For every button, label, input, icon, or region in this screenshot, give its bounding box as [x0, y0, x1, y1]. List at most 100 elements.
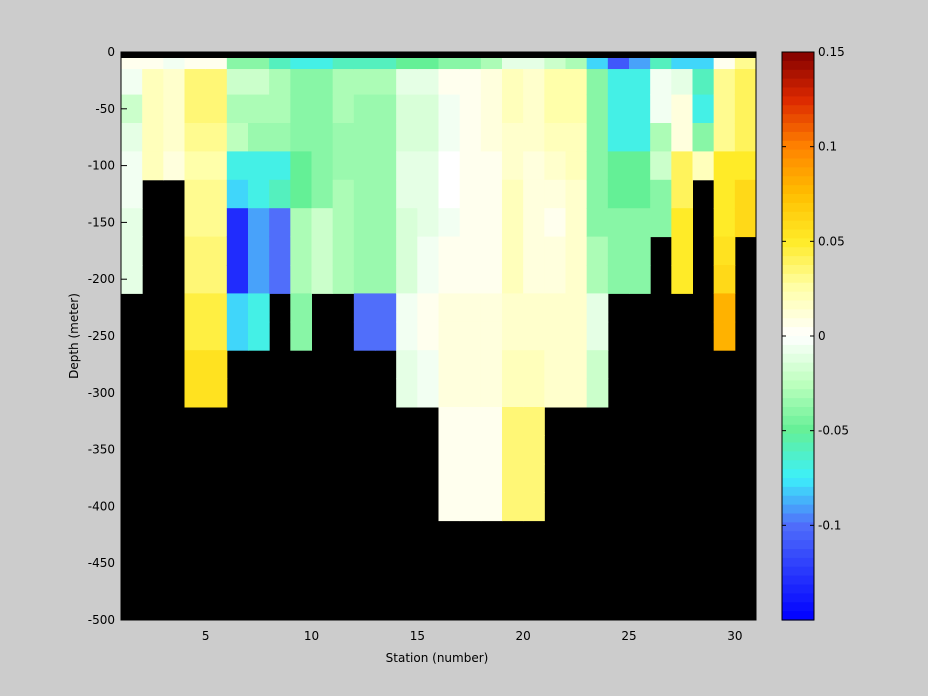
heatmap-cell [163, 69, 185, 96]
x-tick-label: 25 [621, 629, 636, 643]
colorbar-swatch [782, 380, 814, 390]
colorbar-tick-label: -0.1 [818, 518, 841, 532]
heatmap-cell [184, 321, 207, 351]
colorbar-swatch [782, 123, 814, 133]
colorbar-swatch [782, 327, 814, 337]
colorbar-swatch [782, 611, 814, 621]
heatmap-cell [290, 151, 312, 181]
heatmap-cell [713, 123, 736, 152]
heatmap-cell [438, 69, 461, 96]
heatmap-cell [375, 321, 397, 351]
colorbar-swatch [782, 273, 814, 284]
heatmap-cell [332, 179, 355, 209]
heatmap-cell [311, 179, 334, 209]
heatmap-cell [311, 236, 334, 266]
heatmap-cell [692, 123, 715, 152]
heatmap-cell [396, 208, 418, 238]
heatmap-cell [650, 123, 672, 152]
heatmap-cell [629, 69, 651, 96]
heatmap-cell [269, 265, 291, 294]
heatmap-cell [502, 293, 524, 323]
heatmap-cell [565, 265, 588, 294]
colorbar-swatch [782, 575, 814, 586]
heatmap-cell [544, 94, 566, 124]
colorbar-swatch [782, 442, 814, 452]
heatmap-cell [205, 208, 228, 238]
heatmap-cell [184, 293, 207, 323]
heatmap-cell [438, 123, 461, 152]
heatmap-cell [544, 208, 566, 238]
colorbar-swatch [782, 398, 814, 408]
heatmap-cell [121, 208, 143, 238]
heatmap-cell [226, 94, 249, 124]
colorbar-swatch [782, 460, 814, 470]
heatmap-cell [523, 69, 545, 96]
colorbar-swatch [782, 309, 814, 319]
heatmap-cell [248, 69, 270, 96]
heatmap-cell [502, 435, 524, 465]
heatmap-cell [459, 378, 482, 408]
heatmap-cell [290, 208, 312, 238]
heatmap-cell [375, 179, 397, 209]
heatmap-cell [502, 151, 524, 181]
heatmap-cell [459, 94, 482, 124]
heatmap-cell [121, 236, 143, 266]
heatmap-cell [544, 321, 566, 351]
colorbar-swatch [782, 344, 814, 355]
heatmap-cell [226, 265, 249, 294]
heatmap-cell [565, 236, 588, 266]
colorbar-swatch [782, 353, 814, 364]
x-tick-label: 15 [410, 629, 425, 643]
heatmap-cell [184, 236, 207, 266]
heatmap-cell [248, 94, 270, 124]
colorbar-swatch [782, 318, 814, 328]
heatmap-cell [311, 151, 334, 181]
colorbar-swatch [782, 149, 814, 160]
colorbar-swatch [782, 469, 814, 479]
heatmap-cell [523, 265, 545, 294]
heatmap-cell [480, 378, 503, 408]
heatmap-cell [565, 69, 588, 96]
heatmap-cell [459, 463, 482, 493]
heatmap-cell [438, 151, 461, 181]
heatmap-cell [523, 94, 545, 124]
heatmap-cell [163, 94, 185, 124]
heatmap-cell [375, 69, 397, 96]
heatmap-cell [502, 407, 524, 436]
colorbar-swatch [782, 495, 814, 506]
colorbar-tick-label: 0 [818, 329, 826, 343]
heatmap-cell [480, 463, 503, 493]
heatmap-cell [417, 321, 439, 351]
heatmap-cell [417, 378, 439, 408]
heatmap-cell [523, 179, 545, 209]
colorbar-swatch [782, 158, 814, 168]
colorbar-tick-label: 0.05 [818, 234, 845, 248]
colorbar-swatch [782, 504, 814, 515]
heatmap-cell [629, 94, 651, 124]
heatmap-cell [121, 69, 143, 96]
y-axis-label: Depth (meter) [67, 293, 81, 379]
heatmap-cell [248, 321, 270, 351]
heatmap-cell [269, 123, 291, 152]
axes: 5 10 15 20 25 30 0 -50 -100 -150 -200 -250 -300 -350 -… [88, 45, 757, 643]
heatmap-cell [290, 265, 312, 294]
heatmap-cell [544, 236, 566, 266]
colorbar-swatch [782, 451, 814, 461]
heatmap-cell [311, 208, 334, 238]
heatmap-cell [565, 179, 588, 209]
heatmap-cell [353, 265, 376, 294]
heatmap-cell [671, 94, 693, 124]
heatmap-cell [311, 123, 334, 152]
colorbar-swatch [782, 424, 814, 435]
heatmap-cell [438, 94, 461, 124]
heatmap-cell [523, 378, 545, 408]
colorbar-swatch [782, 238, 814, 248]
heatmap-cell [650, 179, 672, 209]
heatmap-cell [671, 179, 693, 209]
heatmap-cell [565, 321, 588, 351]
heatmap-cell [713, 293, 736, 323]
heatmap-cell [332, 208, 355, 238]
heatmap-cell [650, 94, 672, 124]
heatmap-cell [353, 321, 376, 351]
heatmap-cell [586, 208, 609, 238]
